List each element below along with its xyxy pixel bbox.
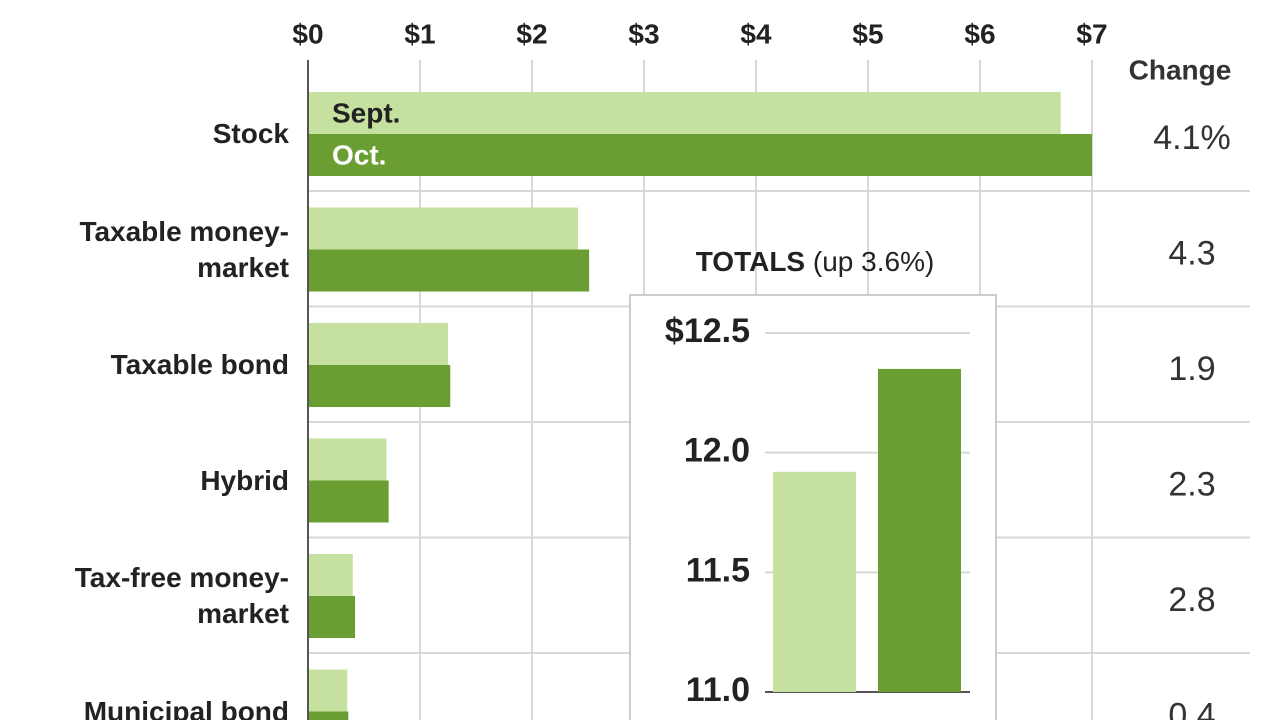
category-label: Tax-free money-market [74,562,289,629]
bar [308,438,387,481]
legend-label: Oct. [332,139,386,170]
change-value: 0.4 [1168,696,1215,720]
y-tick-label: $12.5 [665,312,750,350]
change-header: Change [1129,54,1232,85]
change-value: 2.8 [1168,581,1215,619]
bar [308,711,349,720]
inset-title: TOTALS (up 3.6%) [696,246,935,277]
bar [308,596,356,638]
category-label: Municipal bond [83,695,289,720]
bar [308,92,1061,134]
bar [308,480,389,523]
inset-title-main: TOTALS [696,246,805,277]
x-tick-label: $5 [852,18,883,49]
x-tick-label: $1 [404,18,435,49]
bar [308,134,1092,176]
category-label: Taxable money-market [79,215,289,283]
inset-subtitle: (up 3.6%) [813,246,934,277]
change-value: 4.1% [1153,119,1231,157]
x-tick-label: $7 [1076,18,1107,49]
bar [308,554,353,596]
legend-label: Sept. [332,97,400,128]
x-tick-label: $2 [516,18,547,49]
change-value: 4.3 [1168,234,1215,272]
change-value: 2.3 [1168,465,1215,503]
bar [308,669,348,712]
bar [308,365,451,407]
y-tick-label: 11.5 [686,551,750,589]
bar [773,471,856,692]
y-tick-label: 11.0 [686,671,750,709]
change-value: 1.9 [1168,350,1215,388]
x-tick-label: $4 [740,18,772,49]
bar [308,249,590,292]
x-tick-label: $0 [292,18,323,49]
y-tick-label: 12.0 [684,432,750,470]
bar [878,368,961,692]
category-label: Stock [212,118,289,149]
category-label: Hybrid [200,464,289,496]
category-label: Taxable bond [110,349,289,380]
bar [308,323,448,365]
x-tick-label: $3 [628,18,659,49]
x-tick-label: $6 [964,18,995,49]
bar [308,207,578,250]
